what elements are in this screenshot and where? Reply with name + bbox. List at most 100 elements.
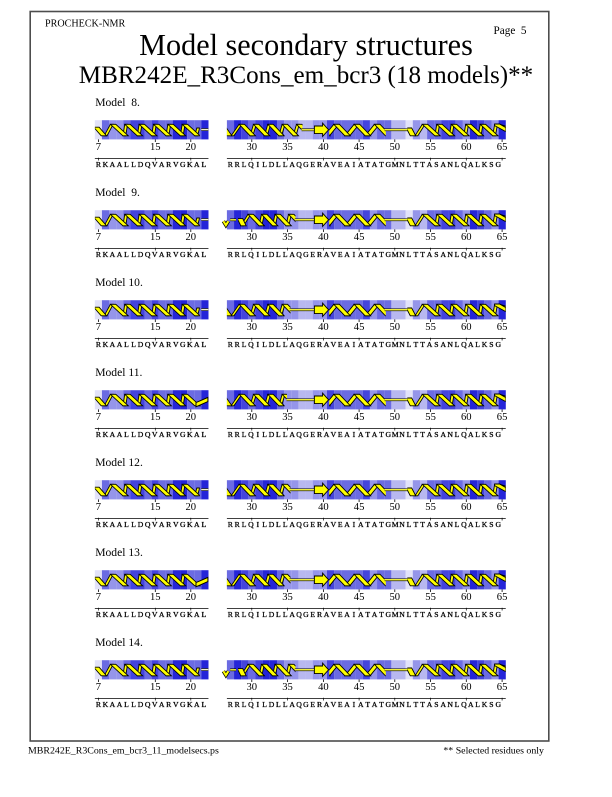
svg-text:S: S xyxy=(489,610,493,619)
svg-text:D: D xyxy=(138,250,144,259)
svg-text:V: V xyxy=(331,610,337,619)
svg-text:R: R xyxy=(235,700,241,709)
svg-text:L: L xyxy=(276,250,281,259)
svg-text:A: A xyxy=(117,250,123,259)
svg-text:L: L xyxy=(262,160,267,169)
svg-text:E: E xyxy=(310,250,315,259)
svg-text:V: V xyxy=(331,520,337,529)
svg-text:A: A xyxy=(344,610,350,619)
svg-text:Q: Q xyxy=(296,340,302,349)
svg-text:T: T xyxy=(413,340,418,349)
svg-text:L: L xyxy=(475,160,480,169)
svg-text:R: R xyxy=(317,340,323,349)
svg-text:A: A xyxy=(194,250,200,259)
svg-text:50: 50 xyxy=(390,322,401,333)
svg-text:40: 40 xyxy=(318,682,329,693)
svg-text:15: 15 xyxy=(150,232,161,243)
svg-text:L: L xyxy=(407,700,412,709)
svg-text:D: D xyxy=(138,160,144,169)
svg-text:PROCHECK-NMR: PROCHECK-NMR xyxy=(45,19,125,30)
svg-text:Model 13.: Model 13. xyxy=(95,546,143,559)
svg-text:R: R xyxy=(166,250,172,259)
svg-text:Q: Q xyxy=(461,160,467,169)
svg-text:A: A xyxy=(358,160,364,169)
svg-text:A: A xyxy=(427,160,433,169)
svg-text:50: 50 xyxy=(390,502,401,513)
svg-text:45: 45 xyxy=(354,142,365,153)
svg-text:L: L xyxy=(475,610,480,619)
svg-text:N: N xyxy=(399,160,405,169)
svg-text:L: L xyxy=(276,160,281,169)
svg-text:A: A xyxy=(427,430,433,439)
svg-text:A: A xyxy=(110,340,116,349)
svg-text:A: A xyxy=(372,700,378,709)
svg-text:45: 45 xyxy=(354,682,365,693)
svg-text:20: 20 xyxy=(186,592,197,603)
svg-text:D: D xyxy=(269,340,275,349)
svg-text:20: 20 xyxy=(186,682,197,693)
svg-text:20: 20 xyxy=(186,412,197,423)
svg-text:T: T xyxy=(413,430,418,439)
svg-text:T: T xyxy=(365,430,370,439)
svg-text:I: I xyxy=(256,340,259,349)
svg-text:A: A xyxy=(159,610,165,619)
svg-text:35: 35 xyxy=(282,142,293,153)
svg-text:Model secondary structures: Model secondary structures xyxy=(139,28,473,62)
svg-text:V: V xyxy=(331,700,337,709)
svg-text:V: V xyxy=(331,160,337,169)
svg-text:A: A xyxy=(372,250,378,259)
svg-text:A: A xyxy=(358,430,364,439)
svg-text:A: A xyxy=(427,250,433,259)
svg-text:L: L xyxy=(124,250,129,259)
svg-text:A: A xyxy=(159,340,165,349)
svg-text:T: T xyxy=(420,250,425,259)
svg-text:15: 15 xyxy=(150,502,161,513)
svg-text:L: L xyxy=(131,160,136,169)
svg-text:A: A xyxy=(117,340,123,349)
svg-text:L: L xyxy=(455,160,460,169)
svg-text:15: 15 xyxy=(150,322,161,333)
svg-text:A: A xyxy=(440,700,446,709)
svg-text:T: T xyxy=(379,340,384,349)
svg-text:T: T xyxy=(413,250,418,259)
svg-text:65: 65 xyxy=(497,322,508,333)
svg-text:L: L xyxy=(407,160,412,169)
svg-text:S: S xyxy=(489,520,493,529)
svg-text:G: G xyxy=(386,250,392,259)
svg-text:S: S xyxy=(489,430,493,439)
svg-text:Q: Q xyxy=(145,520,151,529)
svg-text:A: A xyxy=(344,340,350,349)
svg-text:L: L xyxy=(131,700,136,709)
svg-text:A: A xyxy=(110,700,116,709)
svg-text:A: A xyxy=(117,160,123,169)
svg-text:R: R xyxy=(228,520,234,529)
svg-text:L: L xyxy=(201,610,206,619)
svg-text:E: E xyxy=(310,340,315,349)
svg-text:D: D xyxy=(269,520,275,529)
svg-text:R: R xyxy=(235,520,241,529)
svg-text:L: L xyxy=(131,610,136,619)
svg-text:T: T xyxy=(379,430,384,439)
svg-text:N: N xyxy=(399,610,405,619)
svg-text:65: 65 xyxy=(497,682,508,693)
svg-text:7: 7 xyxy=(96,592,101,603)
svg-text:A: A xyxy=(194,430,200,439)
svg-text:R: R xyxy=(228,340,234,349)
svg-text:L: L xyxy=(131,250,136,259)
svg-text:V: V xyxy=(173,520,179,529)
svg-text:L: L xyxy=(201,160,206,169)
svg-text:35: 35 xyxy=(282,322,293,333)
svg-text:Q: Q xyxy=(461,700,467,709)
svg-text:N: N xyxy=(447,250,453,259)
svg-text:Q: Q xyxy=(145,610,151,619)
svg-text:45: 45 xyxy=(354,502,365,513)
svg-text:A: A xyxy=(324,610,330,619)
svg-text:L: L xyxy=(455,430,460,439)
svg-text:60: 60 xyxy=(461,592,472,603)
svg-text:T: T xyxy=(413,700,418,709)
svg-text:N: N xyxy=(447,610,453,619)
svg-text:M: M xyxy=(392,160,399,169)
svg-text:60: 60 xyxy=(461,142,472,153)
svg-text:L: L xyxy=(407,430,412,439)
svg-text:A: A xyxy=(324,250,330,259)
